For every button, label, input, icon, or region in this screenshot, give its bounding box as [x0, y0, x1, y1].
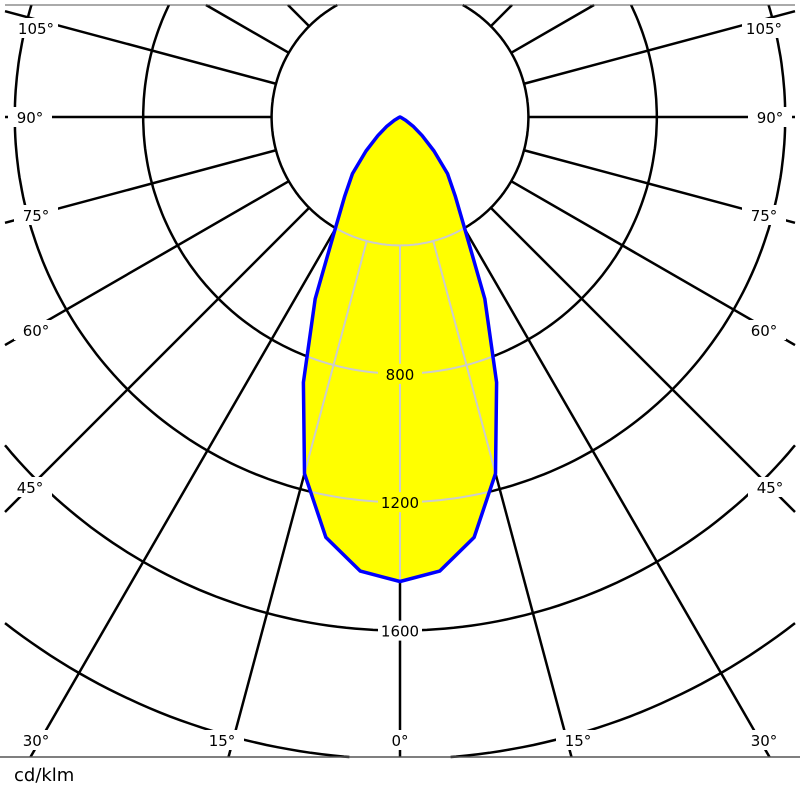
grid-circle-2000 [4, 622, 796, 759]
grid-ray [29, 227, 337, 758]
angle-label-right: 15° [565, 732, 592, 750]
radial-label-bg [378, 620, 422, 641]
grid-ray [489, 206, 796, 513]
radial-tick-label: 800 [386, 366, 415, 384]
angle-label-left: 15° [209, 732, 236, 750]
angle-label-bg [742, 730, 786, 750]
angle-label-bg [8, 107, 52, 127]
grid-ray [463, 227, 771, 758]
angle-label-right: 45° [757, 479, 784, 497]
angle-label-bg [742, 320, 786, 340]
angle-label-bg [14, 320, 58, 340]
radial-label-bg [378, 363, 422, 384]
angle-label-bg [742, 18, 786, 38]
radial-tick-label: 1600 [381, 623, 419, 641]
inner-grid-circle-400 [303, 117, 497, 247]
angle-label-bg [378, 730, 422, 750]
unit-label: cd/klm [14, 765, 75, 786]
labels: 800 1200 1600 0° 15° 15° 30° 30° 45° 45° 60° 60° 75°… [8, 18, 792, 750]
grid-ray [287, 4, 311, 28]
angle-label-right: 60° [751, 322, 778, 340]
angle-label-bg [14, 205, 58, 225]
inner-grid-circle-800 [303, 117, 497, 375]
grid-ray [205, 3, 290, 54]
angle-label-bg [14, 18, 58, 38]
angle-label-bg [748, 107, 792, 127]
radial-label-bg [378, 492, 422, 513]
intensity-curve [301, 115, 499, 584]
grid-ray [510, 180, 796, 347]
grid-ray [4, 206, 311, 513]
angle-label-left: 90° [17, 109, 44, 127]
grid-circle-1600 [4, 444, 796, 632]
angle-label-left: 60° [23, 322, 50, 340]
angle-label-right: 90° [757, 109, 784, 127]
grid-ray [4, 180, 290, 347]
angle-label-bg [8, 477, 52, 497]
radial-tick-label: 1200 [381, 494, 419, 512]
angle-label-left: 75° [23, 207, 50, 225]
angle-label-right: 30° [751, 732, 778, 750]
angle-label-left: 0° [391, 732, 408, 750]
angle-label-bg [748, 477, 792, 497]
angle-label-left: 45° [17, 479, 44, 497]
angle-label-bg [200, 730, 244, 750]
angle-label-left: 30° [23, 732, 50, 750]
angle-label-bg [556, 730, 600, 750]
angle-label-bg [14, 730, 58, 750]
grid-ray [510, 3, 595, 54]
angle-label-right: 105° [746, 20, 782, 38]
angle-label-left: 105° [18, 20, 54, 38]
angle-label-bg [742, 205, 786, 225]
angle-label-right: 75° [751, 207, 778, 225]
grid-ray [489, 4, 513, 28]
